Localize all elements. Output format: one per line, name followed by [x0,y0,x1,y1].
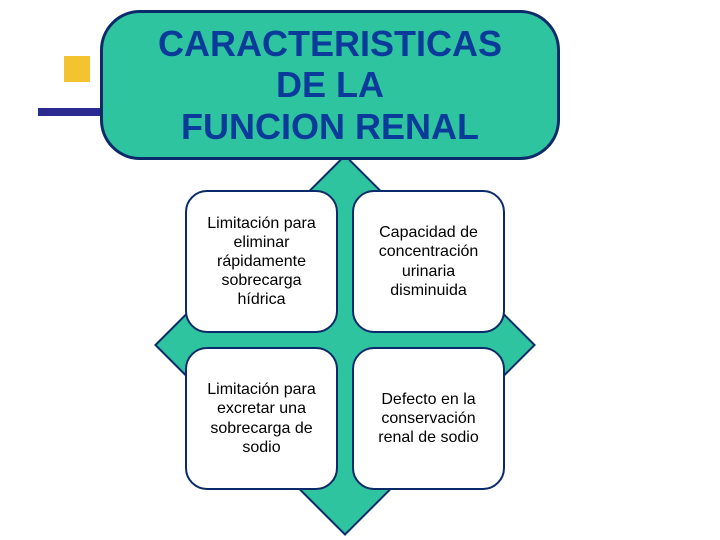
cell-bottom-right: Defecto en la conservación renal de sodi… [352,347,505,490]
cell-bottom-left: Limitación para excretar una sobrecarga … [185,347,338,490]
cell-top-left: Limitación para eliminar rápidamente sob… [185,190,338,333]
bullet-square-decor [64,56,90,82]
cell-top-right: Capacidad de concentración urinaria dism… [352,190,505,333]
cells-grid: Limitación para eliminar rápidamente sob… [185,190,505,490]
title-text: CARACTERISTICASDE LAFUNCION RENAL [158,23,502,147]
title-box: CARACTERISTICASDE LAFUNCION RENAL [100,10,560,160]
